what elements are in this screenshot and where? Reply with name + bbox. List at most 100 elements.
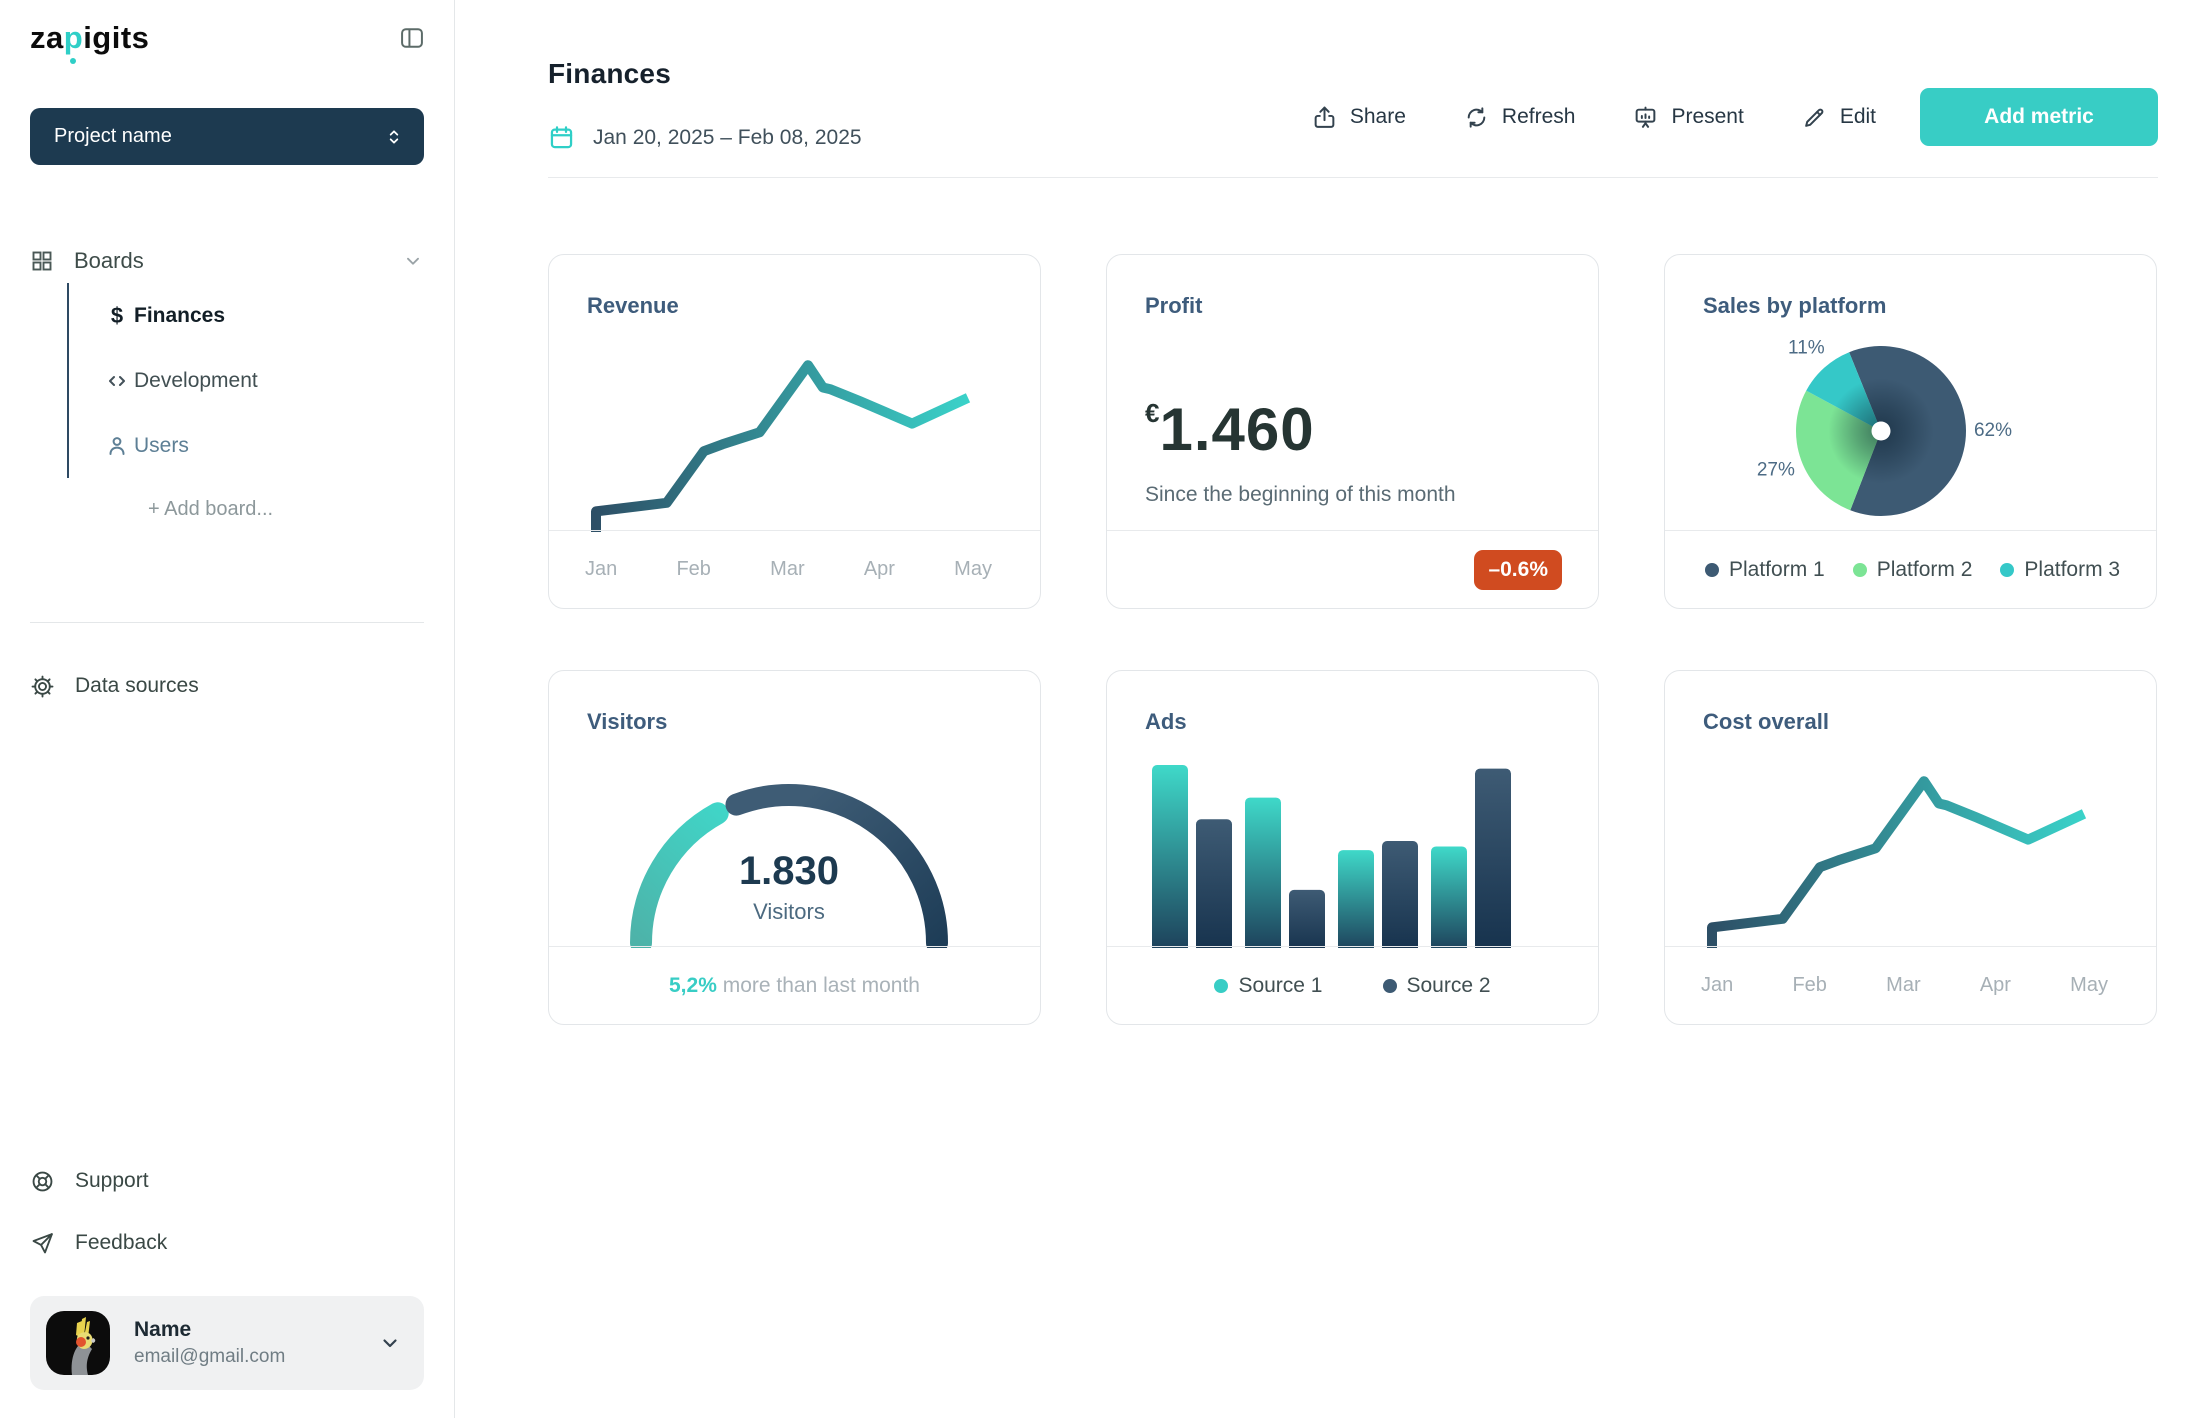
change-badge: –0.6% (1474, 549, 1562, 590)
date-range-picker[interactable]: Jan 20, 2025 – Feb 08, 2025 (548, 124, 862, 151)
currency-symbol: € (1145, 398, 1160, 428)
sidebar-item-users[interactable]: Users (69, 413, 424, 478)
card-title: Ads (1145, 709, 1187, 734)
user-icon (100, 434, 134, 458)
legend-item: Platform 1 (1705, 558, 1825, 582)
card-title: Sales by platform (1703, 293, 1887, 318)
sidebar-item-support[interactable]: Support (0, 1150, 454, 1212)
present-icon (1633, 105, 1658, 130)
lifebuoy-icon (30, 1169, 55, 1194)
x-axis-label: Feb (676, 558, 711, 580)
profit-card: Profit €1.460 Since the beginning of thi… (1106, 254, 1599, 609)
revenue-card: Revenue Jan Feb Mar Apr May (548, 254, 1041, 609)
pie-legend: Platform 1 Platform 2 Platform 3 (1665, 558, 2156, 582)
updown-chevron-icon (384, 127, 404, 147)
boards-label: Boards (74, 248, 144, 273)
x-axis-label: Jan (1701, 974, 1734, 996)
revenue-line-chart (591, 360, 971, 532)
sidebar-item-feedback[interactable]: Feedback (0, 1212, 454, 1274)
dollar-icon: $ (110, 302, 124, 328)
page-header: Finances Jan 20, 2025 – Feb 08, 2025 (548, 58, 2158, 151)
calendar-icon (548, 124, 575, 151)
cost-overall-card: Cost overall Jan Feb Mar Apr May (1664, 670, 2157, 1025)
gear-icon (30, 674, 55, 699)
profit-value: €1.460 (1145, 396, 1315, 463)
profile-name: Name (134, 1318, 192, 1341)
x-axis-label: Mar (1886, 974, 1921, 996)
present-button[interactable]: Present (1633, 105, 1744, 130)
x-axis-label: Mar (770, 558, 805, 580)
profit-subtitle: Since the beginning of this month (1145, 483, 1456, 506)
support-label: Support (75, 1169, 149, 1192)
legend-item: Platform 2 (1852, 558, 1972, 582)
legend-dot-icon (1382, 978, 1397, 993)
ads-card: Ads Source 1 Source 2 (1106, 670, 1599, 1025)
edit-icon (1802, 105, 1827, 130)
svg-text:27%: 27% (1757, 460, 1795, 481)
sidebar-divider (30, 622, 424, 623)
x-axis-labels: Jan Feb Mar Apr May (1665, 974, 2156, 997)
metric-cards-grid: Revenue Jan Feb Mar Apr May Profit €1.460 Si… (548, 254, 2158, 1025)
header-divider (548, 177, 2158, 178)
sidebar-item-label: Finances (134, 303, 226, 327)
refresh-button[interactable]: Refresh (1464, 105, 1575, 130)
data-sources-label: Data sources (75, 674, 199, 697)
svg-text:11%: 11% (1788, 338, 1825, 359)
share-button[interactable]: Share (1312, 105, 1406, 130)
sidebar-item-data-sources[interactable]: Data sources (0, 655, 454, 717)
edit-button[interactable]: Edit (1802, 105, 1876, 130)
ads-bar-chart (1152, 765, 1511, 948)
add-board-button[interactable]: + Add board... (148, 497, 274, 520)
card-title: Revenue (587, 293, 679, 318)
project-selector[interactable]: Project name (30, 108, 424, 165)
x-axis-label: Feb (1792, 974, 1827, 996)
sidebar-item-label: Users (134, 433, 189, 457)
legend-dot-icon (1214, 978, 1229, 993)
boards-section: Boards $ Finances Development (0, 239, 454, 540)
bar-legend: Source 1 Source 2 (1107, 974, 1598, 998)
toolbar: Share Refresh (1312, 88, 2158, 146)
share-icon (1312, 105, 1337, 130)
avatar (46, 1311, 110, 1375)
x-axis-label: Jan (585, 558, 618, 580)
sidebar-item-label: Development (134, 368, 258, 392)
sales-pie-chart: 62% 27% 11% (1757, 338, 2012, 516)
gauge-footer: 5,2% more than last month (669, 973, 920, 997)
project-selector-label: Project name (54, 125, 172, 147)
legend-dot-icon (1852, 562, 1867, 577)
visitors-card: 1.830 Visitors Visitors 5,2% more than l… (548, 670, 1041, 1025)
page-title: Finances (548, 58, 671, 89)
cost-line-chart (1707, 776, 2087, 948)
legend-item: Platform 3 (2000, 558, 2120, 582)
svg-text:62%: 62% (1974, 420, 2012, 441)
feedback-label: Feedback (75, 1231, 168, 1254)
grid-icon (30, 249, 54, 273)
send-icon (30, 1231, 55, 1256)
main-content: Finances Jan 20, 2025 – Feb 08, 2025 (455, 0, 2194, 1418)
sales-by-platform-card: 62% 27% 11% Sales by platform Platform 1 Pl… (1664, 254, 2157, 609)
card-title: Cost overall (1703, 709, 1829, 734)
boards-header[interactable]: Boards (30, 239, 424, 283)
sidebar-toggle-icon[interactable] (398, 24, 426, 52)
date-range-text: Jan 20, 2025 – Feb 08, 2025 (593, 125, 862, 149)
legend-dot-icon (2000, 562, 2015, 577)
add-metric-button[interactable]: Add metric (1920, 88, 2158, 146)
x-axis-label: Apr (1979, 974, 2011, 996)
legend-item: Source 2 (1382, 974, 1491, 998)
card-title: Profit (1145, 293, 1203, 318)
profile-menu[interactable]: Name email@gmail.com (30, 1296, 424, 1390)
profile-email: email@gmail.com (134, 1346, 286, 1367)
refresh-icon (1464, 105, 1489, 130)
card-title: Visitors (587, 709, 668, 734)
x-axis-label: May (954, 558, 992, 580)
sidebar-item-development[interactable]: Development (69, 348, 424, 413)
code-icon (100, 369, 134, 393)
app-logo: zapigits (30, 20, 150, 55)
chevron-down-icon (402, 250, 424, 272)
legend-item: Source 1 (1214, 974, 1323, 998)
logo-accent-letter: p (63, 20, 84, 55)
x-axis-label: Apr (863, 558, 895, 580)
sidebar-item-finances[interactable]: $ Finances (69, 283, 424, 348)
chevron-down-icon (378, 1331, 402, 1355)
